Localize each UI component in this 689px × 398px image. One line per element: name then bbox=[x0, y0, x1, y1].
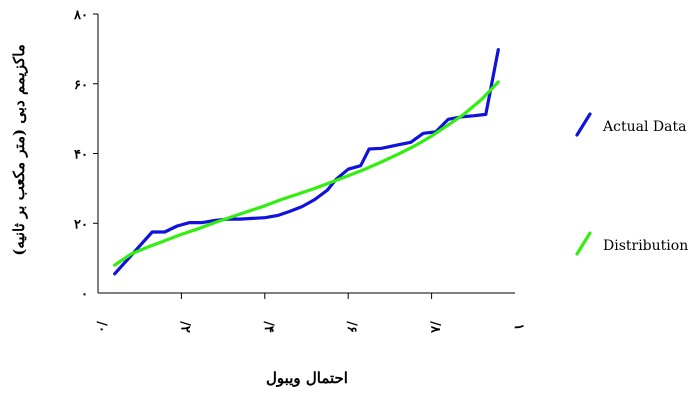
legend-label-2: Distribution bbox=[603, 238, 688, 254]
y-tick-label: ۲۰ bbox=[74, 217, 88, 232]
x-tick-label: /۶ bbox=[344, 321, 359, 333]
x-tick-label: ۱ bbox=[511, 324, 526, 331]
y-tick-label: ۰ bbox=[81, 287, 88, 302]
x-axis-title: احتمال ویبول bbox=[266, 369, 348, 387]
y-tick-label: ۶۰ bbox=[74, 78, 88, 93]
y-tick-label: ۸۰ bbox=[73, 8, 88, 23]
x-tick-label: /۰ bbox=[94, 321, 109, 333]
legend-swatch-2 bbox=[575, 231, 592, 256]
series-layer bbox=[113, 48, 500, 276]
legend-label-1: Actual Data bbox=[602, 119, 686, 135]
axes bbox=[97, 14, 515, 294]
y-ticks: ۰ ۲۰ ۴۰ ۶۰ ۸۰ bbox=[73, 8, 98, 302]
x-tick-label: /۸ bbox=[428, 321, 443, 334]
x-tick-label: /۴ bbox=[261, 321, 276, 333]
x-ticks: /۰/۲/۴/۶/۸ ۱ bbox=[94, 293, 526, 334]
series-line-1 bbox=[113, 48, 500, 276]
legend: Actual Data Distribution bbox=[575, 112, 688, 256]
y-tick-label: ۴۰ bbox=[74, 148, 88, 163]
series-line-2 bbox=[113, 80, 500, 267]
x-tick-label: /۲ bbox=[177, 321, 192, 333]
legend-swatch-1 bbox=[575, 112, 592, 137]
y-axis-title: ماکزیمم دبی (متر مکعب بر ثانیه) bbox=[10, 44, 28, 256]
